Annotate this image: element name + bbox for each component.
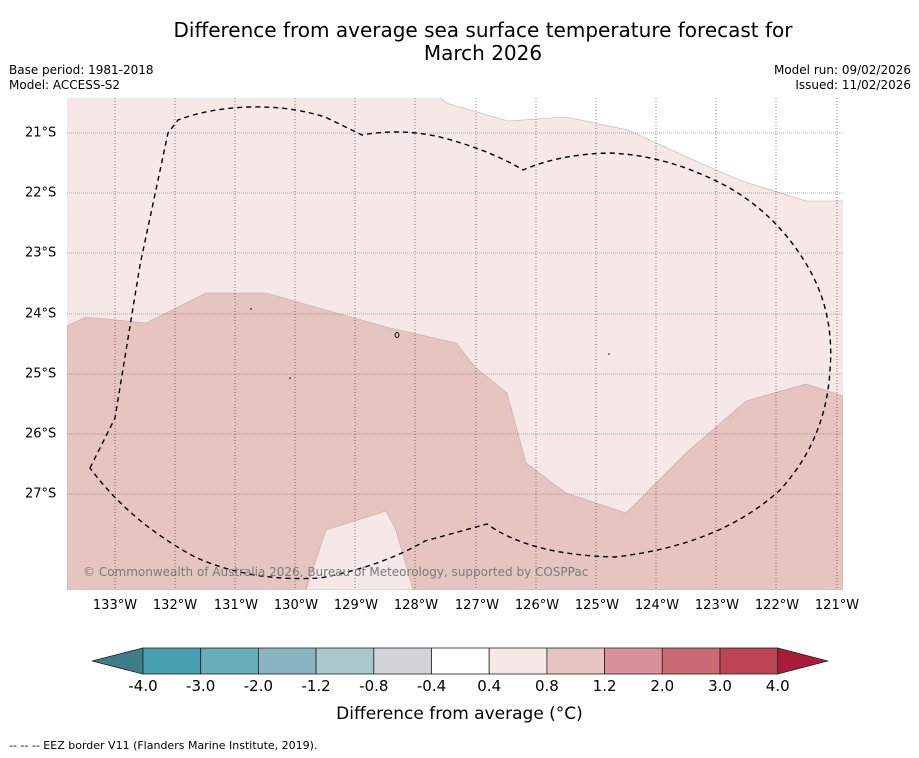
colorbar-segment xyxy=(489,648,547,674)
colorbar-tick-label: 3.0 xyxy=(708,677,732,695)
colorbar-segment xyxy=(432,648,490,674)
colorbar-tick-label: -1.2 xyxy=(301,677,330,695)
colorbar xyxy=(0,0,919,758)
colorbar-segment xyxy=(662,648,720,674)
colorbar-segments xyxy=(92,648,828,674)
colorbar-tick-label: 1.2 xyxy=(593,677,617,695)
colorbar-segment xyxy=(374,648,432,674)
colorbar-extend-high xyxy=(778,648,828,674)
colorbar-segment xyxy=(720,648,778,674)
colorbar-tick-label: -4.0 xyxy=(128,677,157,695)
colorbar-tick-label: 0.8 xyxy=(535,677,559,695)
colorbar-tick-label: 0.4 xyxy=(477,677,501,695)
colorbar-tick-label: -3.0 xyxy=(186,677,215,695)
colorbar-tick-label: 2.0 xyxy=(650,677,674,695)
colorbar-extend-low xyxy=(92,648,143,674)
colorbar-segment xyxy=(547,648,605,674)
colorbar-tick-label: -0.4 xyxy=(417,677,446,695)
colorbar-segment xyxy=(258,648,316,674)
colorbar-segment xyxy=(605,648,663,674)
eez-legend-footer: -- -- -- EEZ border V11 (Flanders Marine… xyxy=(9,739,317,752)
colorbar-segment xyxy=(143,648,201,674)
colorbar-segment xyxy=(201,648,259,674)
colorbar-label: Difference from average (°C) xyxy=(0,704,919,724)
colorbar-tick-label: -0.8 xyxy=(359,677,388,695)
colorbar-tick-label: 4.0 xyxy=(766,677,790,695)
colorbar-segment xyxy=(316,648,374,674)
colorbar-tick-label: -2.0 xyxy=(244,677,273,695)
